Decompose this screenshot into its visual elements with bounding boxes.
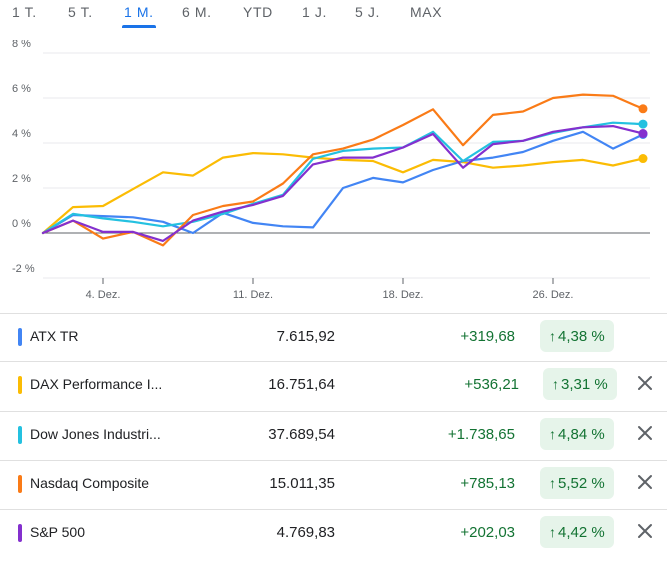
arrow-up-icon: ↑ — [549, 426, 556, 442]
index-name: Nasdaq Composite — [30, 475, 150, 491]
series-line — [41, 130, 645, 235]
x-tick-label: 26. Dez. — [533, 289, 574, 301]
index-row[interactable]: Nasdaq Composite 15.011,35 +785,13 ↑ 5,52 % — [0, 461, 667, 509]
tab-1-year[interactable]: 1 J. — [302, 4, 327, 20]
close-icon[interactable] — [635, 373, 655, 393]
index-row[interactable]: Dow Jones Industri... 37.689,54 +1.738,65 ↑… — [0, 412, 667, 460]
percent-change-value: 5,52 % — [558, 475, 605, 492]
series-line — [41, 151, 645, 235]
x-tick-label: 11. Dez. — [233, 289, 273, 301]
close-icon[interactable] — [635, 423, 655, 443]
series-end-dot — [638, 129, 648, 139]
index-name: Dow Jones Industri... — [30, 426, 161, 442]
x-tick-label: 4. Dez. — [86, 289, 121, 301]
close-icon[interactable] — [635, 472, 655, 492]
series-line — [41, 93, 645, 247]
percent-change-badge: ↑ 3,31 % — [543, 368, 617, 400]
series-line — [41, 124, 645, 242]
percent-change-badge: ↑ 4,42 % — [540, 516, 614, 548]
y-tick-label: 2 % — [12, 173, 31, 185]
tab-1-day[interactable]: 1 T. — [12, 4, 37, 20]
percent-change-badge: ↑ 4,84 % — [540, 418, 614, 450]
index-change: +319,68 — [460, 328, 515, 345]
series-color-marker — [18, 376, 22, 394]
row-divider — [0, 361, 667, 362]
arrow-up-icon: ↑ — [552, 376, 559, 392]
y-tick-label: 6 % — [12, 83, 31, 95]
tab-5-days[interactable]: 5 T. — [68, 4, 93, 20]
index-name: DAX Performance I... — [30, 376, 163, 392]
index-name: S&P 500 — [30, 524, 86, 540]
series-end-dot — [638, 154, 648, 164]
percent-change-value: 4,84 % — [558, 426, 605, 443]
comparison-chart[interactable]: 8 % 6 % 4 % 2 % 0 % -2 % 4. Dez. 11. Dez. 18. De… — [0, 40, 667, 310]
tab-max[interactable]: MAX — [410, 4, 443, 20]
series-color-marker — [18, 524, 22, 542]
index-change: +785,13 — [460, 475, 515, 492]
tab-1-month[interactable]: 1 M. — [122, 4, 156, 28]
index-price: 15.011,35 — [269, 475, 335, 492]
percent-change-badge: ↑ 5,52 % — [540, 467, 614, 499]
tab-ytd[interactable]: YTD — [243, 4, 273, 20]
index-change: +202,03 — [460, 524, 515, 541]
series-end-dot — [638, 119, 648, 129]
arrow-up-icon: ↑ — [549, 328, 556, 344]
arrow-up-icon: ↑ — [549, 524, 556, 540]
index-price: 16.751,64 — [268, 376, 335, 393]
percent-change-badge: ↑ 4,38 % — [540, 320, 614, 352]
index-price: 7.615,92 — [276, 328, 335, 345]
index-row[interactable]: S&P 500 4.769,83 +202,03 ↑ 4,42 % — [0, 510, 667, 558]
row-divider — [0, 509, 667, 510]
y-tick-label: 4 % — [12, 128, 31, 140]
x-tick-label: 18. Dez. — [383, 289, 424, 301]
index-price: 4.769,83 — [276, 524, 335, 541]
percent-change-value: 3,31 % — [561, 376, 608, 393]
series-color-marker — [18, 328, 22, 346]
index-row[interactable]: ATX TR 7.615,92 +319,68 ↑ 4,38 % — [0, 314, 667, 362]
close-icon[interactable] — [635, 521, 655, 541]
y-tick-label: -2 % — [12, 263, 35, 275]
tab-5-years[interactable]: 5 J. — [355, 4, 380, 20]
series-color-marker — [18, 426, 22, 444]
y-tick-label: 8 % — [12, 40, 31, 50]
range-tabs: 1 T. 5 T. 1 M. 6 M. YTD 1 J. 5 J. MAX — [0, 0, 667, 28]
index-change: +536,21 — [464, 376, 519, 393]
y-tick-label: 0 % — [12, 218, 31, 230]
series-color-marker — [18, 475, 22, 493]
row-divider — [0, 411, 667, 412]
index-price: 37.689,54 — [268, 426, 335, 443]
row-divider — [0, 313, 667, 314]
series-end-dot — [638, 104, 648, 114]
percent-change-value: 4,38 % — [558, 328, 605, 345]
row-divider — [0, 460, 667, 461]
percent-change-value: 4,42 % — [558, 524, 605, 541]
index-change: +1.738,65 — [447, 426, 515, 443]
index-name: ATX TR — [30, 328, 79, 344]
tab-6-months[interactable]: 6 M. — [182, 4, 212, 20]
index-row[interactable]: DAX Performance I... 16.751,64 +536,21 ↑ 3,3… — [0, 362, 667, 410]
arrow-up-icon: ↑ — [549, 475, 556, 491]
